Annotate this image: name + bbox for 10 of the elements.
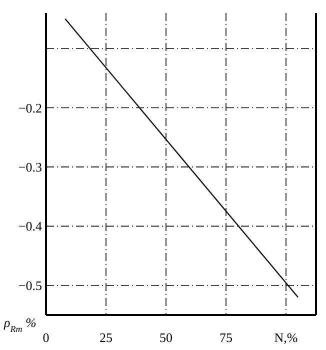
x-tick-label: 75	[220, 330, 232, 345]
y-tick-label: −0.3	[18, 160, 42, 175]
x-tick-label: 0	[42, 330, 50, 345]
y-tick-label: −0.5	[18, 278, 42, 293]
x-tick-label: N,%	[274, 330, 298, 345]
x-tick-label: 50	[160, 330, 172, 345]
y-tick-label: −0.2	[18, 100, 42, 116]
y-tick-label: −0.4	[18, 218, 42, 234]
y-axis-title: ρ$_{Rm}$ %	[3, 315, 36, 334]
x-tick-label: 25	[100, 330, 112, 345]
